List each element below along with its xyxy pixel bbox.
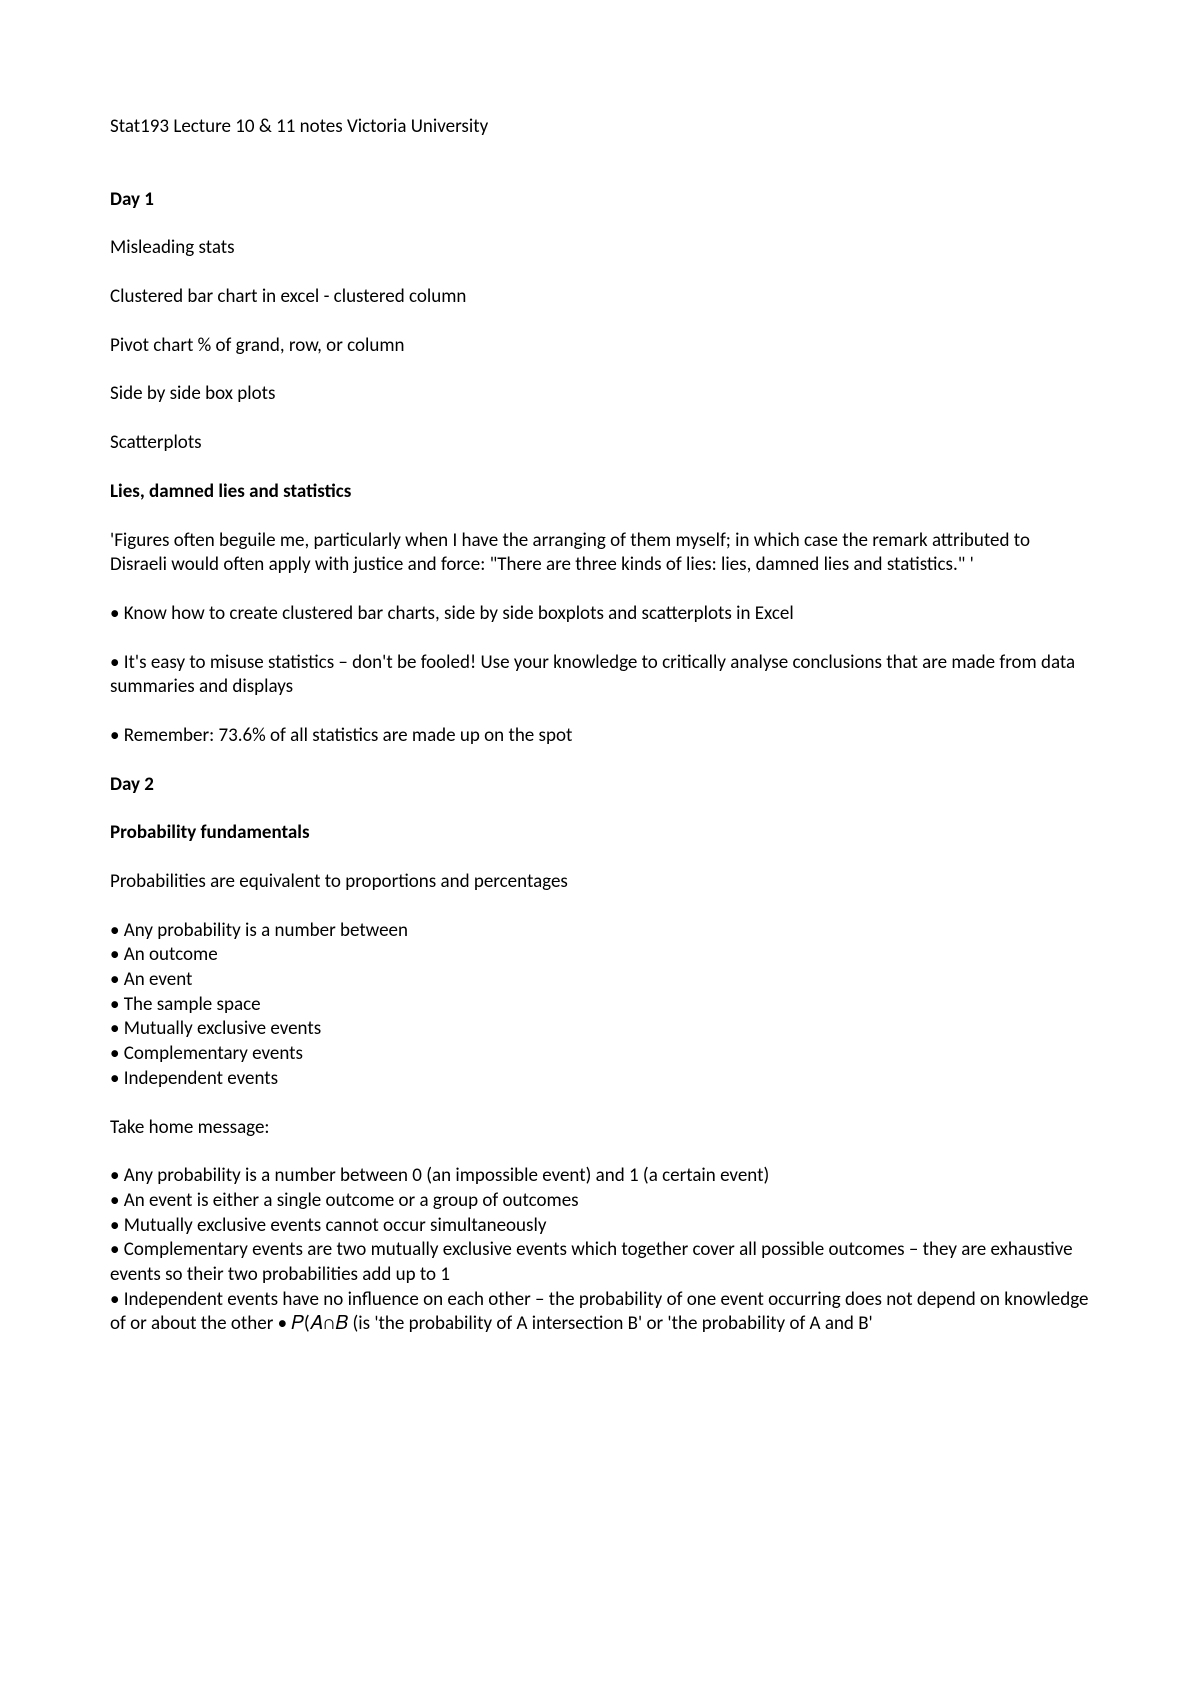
day1-heading: Day 1 — [110, 188, 1090, 213]
take-home-list: • Any probability is a number between 0 … — [110, 1164, 1090, 1337]
list-item: • Independent events have no influence o… — [110, 1288, 1090, 1337]
text-clustered: Clustered bar chart in excel - clustered… — [110, 285, 1090, 310]
probability-list: • Any probability is a number between • … — [110, 919, 1090, 1092]
list-item: • Any probability is a number between 0 … — [110, 1164, 1090, 1189]
probability-heading: Probability fundamentals — [110, 821, 1090, 846]
list-item: • Independent events — [110, 1067, 1090, 1092]
list-item: • Complementary events — [110, 1042, 1090, 1067]
day1-bullet1: • Know how to create clustered bar chart… — [110, 602, 1090, 627]
list-item: • Any probability is a number between — [110, 919, 1090, 944]
list-item: • The sample space — [110, 993, 1090, 1018]
day2-heading: Day 2 — [110, 773, 1090, 798]
list-item: • Complementary events are two mutually … — [110, 1238, 1090, 1287]
page-title: Stat193 Lecture 10 & 11 notes Victoria U… — [110, 115, 1090, 140]
prob-intro: Probabilities are equivalent to proporti… — [110, 870, 1090, 895]
day1-bullet2: • It's easy to misuse statistics – don't… — [110, 651, 1090, 700]
list-item: • An event is either a single outcome or… — [110, 1189, 1090, 1214]
text-scatterplots: Scatterplots — [110, 431, 1090, 456]
list-item: • An event — [110, 968, 1090, 993]
text-boxplots: Side by side box plots — [110, 382, 1090, 407]
text-misleading: Misleading stats — [110, 236, 1090, 261]
lies-heading: Lies, damned lies and statistics — [110, 480, 1090, 505]
take-home-heading: Take home message: — [110, 1116, 1090, 1141]
list-item: • Mutually exclusive events — [110, 1017, 1090, 1042]
list-item: • Mutually exclusive events cannot occur… — [110, 1214, 1090, 1239]
quote-text: 'Figures often beguile me, particularly … — [110, 529, 1090, 578]
list-item: • An outcome — [110, 943, 1090, 968]
text-pivot: Pivot chart % of grand, row, or column — [110, 334, 1090, 359]
day1-bullet3: • Remember: 73.6% of all statistics are … — [110, 724, 1090, 749]
